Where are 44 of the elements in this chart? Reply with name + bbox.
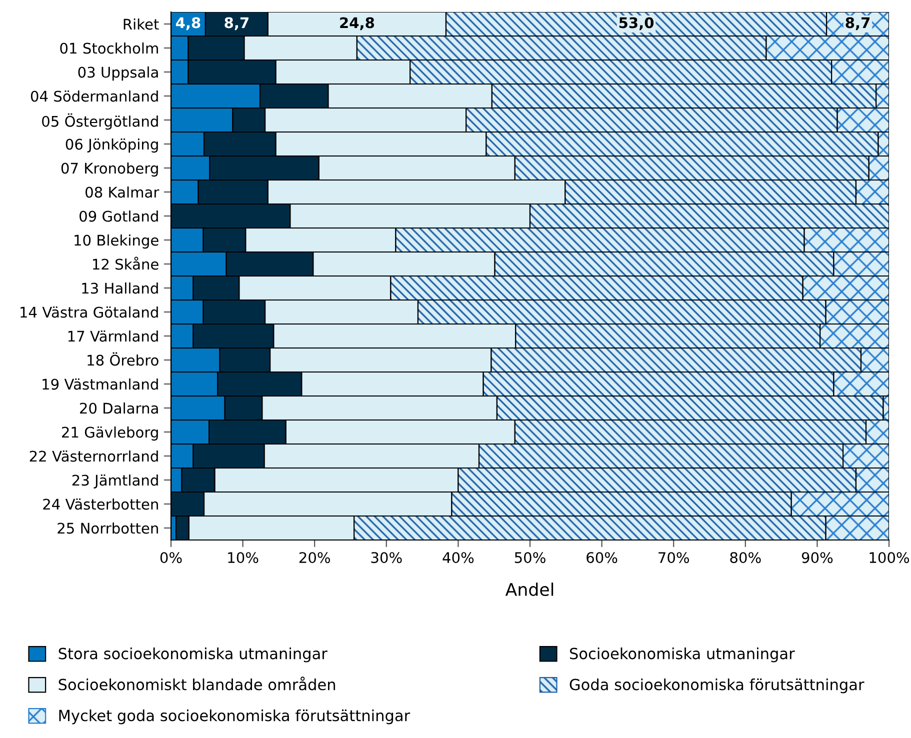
data-label: 53,0: [619, 17, 654, 30]
y-tick-label: Riket: [124, 18, 159, 30]
x-tick-label: 20%: [299, 552, 330, 564]
legend-label: Goda socioekonomiska förutsättningar: [570, 678, 864, 694]
y-tick-label: 03 Uppsala: [78, 66, 158, 81]
y-tick-label: 07 Kronoberg: [61, 162, 158, 177]
x-tick-label: 90%: [802, 552, 833, 564]
legend-label: Socioekonomiskt blandade områden: [58, 676, 336, 690]
x-tick-label: 10%: [228, 552, 258, 564]
y-tick-label: 22 Västernorrland: [30, 450, 158, 462]
legend-label: Socioekonomiska utmaningar: [570, 648, 795, 662]
y-tick-label: 12 Skåne: [93, 256, 158, 270]
x-tick-label: 40%: [442, 552, 474, 564]
y-tick-label: 21 Gävleborg: [62, 426, 158, 441]
y-tick-label: 04 Södermanland: [30, 90, 158, 102]
y-tick-label: 18 Örebro: [88, 352, 158, 366]
x-tick-label: 0%: [160, 552, 182, 564]
data-label: 8,7: [224, 17, 248, 30]
y-tick-label: 19 Västmanland: [42, 378, 158, 390]
data-label: 8,7: [846, 17, 870, 30]
x-tick-label: 70%: [658, 552, 689, 564]
legend-label: Stora socioekonomiska utmaningar: [58, 648, 328, 662]
data-label: 24,8: [340, 17, 374, 30]
x-tick-label: 50%: [514, 552, 546, 564]
x-axis-title: Andel: [505, 582, 554, 596]
x-tick-label: 100%: [870, 552, 910, 564]
y-tick-label: 24 Västerbotten: [43, 498, 158, 510]
y-tick-label: 13 Halland: [82, 282, 158, 294]
y-tick-label: 05 Östergötland: [42, 113, 158, 130]
y-tick-label: 25 Norrbotten: [58, 522, 158, 534]
y-tick-label: 20 Dalarna: [80, 402, 158, 414]
y-tick-label: 09 Gotland: [80, 210, 158, 222]
y-tick-label: 08 Kalmar: [86, 186, 160, 198]
y-tick-label: 01 Stockholm: [60, 42, 158, 54]
y-tick-label: 17 Värmland: [68, 330, 158, 342]
y-tick-label: 10 Blekinge: [74, 234, 158, 249]
x-tick-label: 30%: [371, 552, 402, 564]
x-tick-label: 80%: [730, 552, 761, 564]
legend-label: Mycket goda socioekonomiska förutsättningar: [59, 709, 410, 724]
y-tick-label: 06 Jönköping: [66, 138, 158, 153]
x-tick-label: 60%: [586, 552, 618, 564]
data-label: 4,8: [176, 17, 200, 30]
y-tick-label: 23 Jämtland: [72, 474, 158, 488]
y-tick-label: 14 Västra Götaland: [20, 306, 158, 318]
